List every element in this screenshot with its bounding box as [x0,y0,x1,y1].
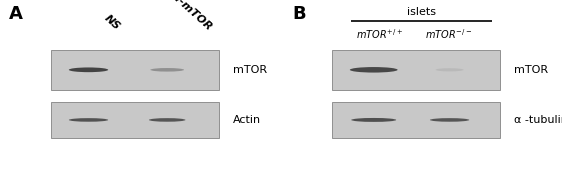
Text: $\mathit{mTOR}^{-/-}$: $\mathit{mTOR}^{-/-}$ [425,27,472,41]
Ellipse shape [430,118,469,122]
Text: si-mTOR: si-mTOR [169,0,214,32]
Text: mTOR: mTOR [514,65,549,75]
Text: α -tubulin: α -tubulin [514,115,562,125]
Text: A: A [8,5,22,23]
Text: Actin: Actin [233,115,261,125]
Ellipse shape [350,67,398,72]
Bar [51,102,219,138]
Ellipse shape [69,118,108,122]
Text: islets: islets [407,7,436,17]
Ellipse shape [150,68,184,72]
Text: B: B [292,5,306,23]
Bar [51,50,219,90]
Text: NS: NS [102,13,122,32]
Text: mTOR: mTOR [233,65,268,75]
Ellipse shape [351,118,396,122]
Bar [332,50,500,90]
Ellipse shape [436,68,464,71]
Bar [332,102,500,138]
Text: $\mathit{mTOR}^{+/+}$: $\mathit{mTOR}^{+/+}$ [356,27,403,41]
Ellipse shape [69,67,108,72]
Ellipse shape [149,118,185,122]
